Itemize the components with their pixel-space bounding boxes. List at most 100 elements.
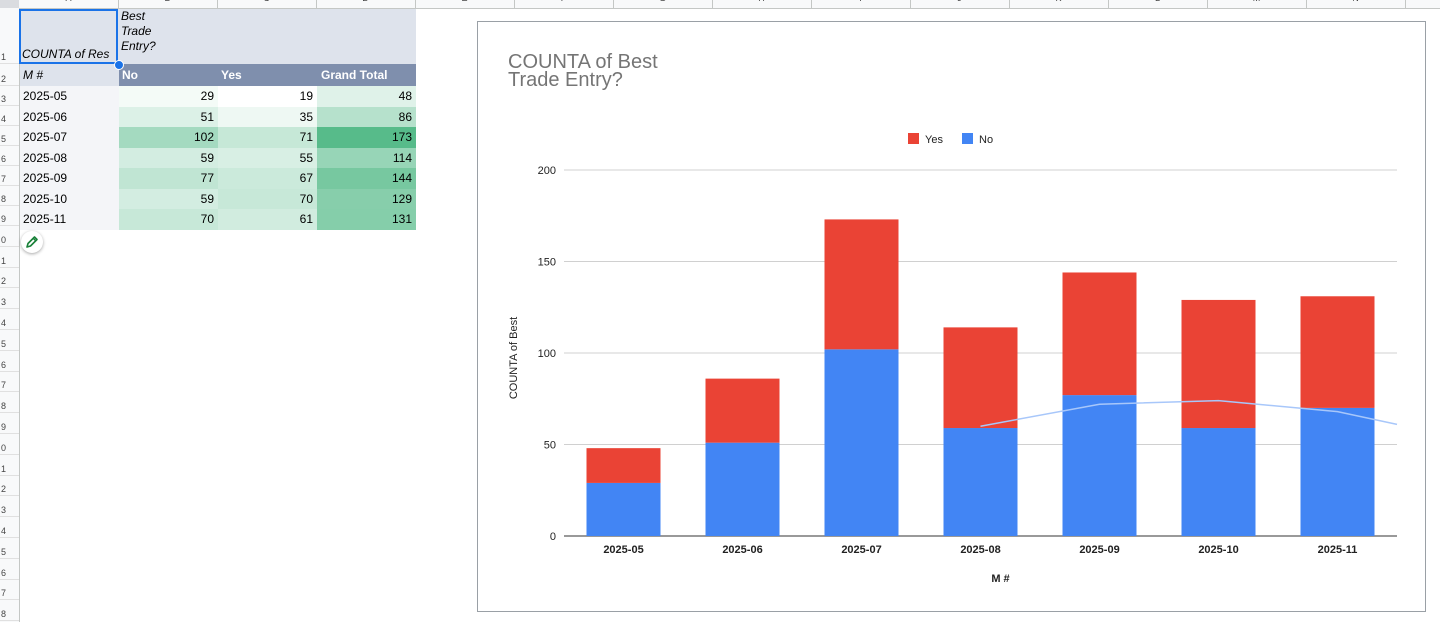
row-header[interactable]: 7 <box>0 580 19 601</box>
row-header[interactable]: 1 <box>0 8 19 64</box>
column-header-c[interactable]: C <box>217 0 317 8</box>
row-header[interactable]: 4 <box>0 517 19 538</box>
row-header[interactable]: 1 <box>0 455 19 476</box>
row-header[interactable]: 3 <box>0 496 19 518</box>
column-header-j[interactable]: J <box>910 0 1010 8</box>
column-header-e[interactable]: E <box>415 0 515 8</box>
stacked-bar-chart[interactable]: COUNTA of Best Trade Entry? 0 50 100 150 200… <box>477 21 1426 612</box>
pivot-value-cell[interactable]: 114 <box>317 147 416 168</box>
row-header[interactable]: 3 <box>0 86 19 106</box>
x-tick-label: 2025-08 <box>960 544 1000 556</box>
column-header-d[interactable]: D <box>316 0 416 8</box>
pivot-value-label[interactable]: COUNTA of Res <box>22 47 110 61</box>
row-header-label: 8 <box>1 609 7 620</box>
column-header-f[interactable]: F <box>514 0 614 8</box>
column-header-g[interactable]: G <box>613 0 713 8</box>
pivot-row-label[interactable]: 2025-09 <box>20 168 119 189</box>
fill-handle[interactable] <box>114 60 124 70</box>
bar-yes <box>943 327 1018 429</box>
pivot-header-area[interactable] <box>20 9 416 64</box>
select-all-corner[interactable] <box>0 0 19 8</box>
row-header[interactable]: 8 <box>0 600 19 622</box>
pivot-value-cell[interactable]: 29 <box>119 86 218 107</box>
row-header[interactable]: 0 <box>0 226 19 247</box>
row-header[interactable]: 5 <box>0 538 19 559</box>
column-header-n[interactable]: N <box>1306 0 1406 8</box>
row-header[interactable]: 3 <box>0 288 19 310</box>
pivot-column-header[interactable]: No <box>122 68 138 82</box>
column-header-a[interactable]: A <box>19 0 119 8</box>
row-header-label: 8 <box>1 194 7 204</box>
row-header[interactable]: 4 <box>0 309 19 330</box>
pivot-row-label[interactable]: 2025-05 <box>20 86 119 107</box>
x-tick-label: 2025-06 <box>722 544 762 556</box>
pivot-row-label[interactable]: 2025-11 <box>20 209 119 230</box>
column-header-h[interactable]: H <box>712 0 812 8</box>
pivot-value-cell[interactable]: 55 <box>218 147 317 168</box>
pivot-column-group-label[interactable]: Best Trade Entry? <box>121 9 156 53</box>
pivot-value-cell[interactable]: 70 <box>119 209 218 230</box>
pivot-value-cell[interactable]: 70 <box>218 188 317 209</box>
pivot-value-cell[interactable]: 129 <box>317 188 416 209</box>
pivot-value-cell[interactable]: 144 <box>317 168 416 189</box>
pivot-value-cell[interactable]: 86 <box>317 106 416 127</box>
pivot-row-label[interactable]: 2025-06 <box>20 106 119 127</box>
pivot-value-cell[interactable]: 19 <box>218 86 317 107</box>
row-header[interactable]: 8 <box>0 392 19 414</box>
column-header-bar: A B C D E F G H I J K L M N <box>0 0 1440 9</box>
row-header[interactable]: 6 <box>0 351 19 372</box>
pivot-value-cell[interactable]: 71 <box>218 127 317 148</box>
row-header[interactable]: 2 <box>0 64 19 86</box>
column-header-label: I <box>859 0 862 3</box>
pivot-row-field-label[interactable]: M # <box>20 64 119 86</box>
row-header-label: 2 <box>1 484 7 495</box>
legend-label: Yes <box>925 134 943 146</box>
row-header[interactable]: 7 <box>0 372 19 393</box>
column-header-l[interactable]: L <box>1108 0 1208 8</box>
pivot-row-label[interactable]: 2025-07 <box>20 127 119 148</box>
row-header[interactable]: 9 <box>0 413 19 434</box>
row-header-label: 5 <box>1 546 7 557</box>
row-header[interactable]: 5 <box>0 330 19 351</box>
chart-plot: 0 50 100 150 200 2025-05 2025-06 2025-07 2025-08… <box>508 133 1398 585</box>
pivot-column-header[interactable]: Yes <box>221 68 242 82</box>
row-header[interactable]: 2 <box>0 268 19 289</box>
row-header-label: 5 <box>1 134 7 144</box>
pivot-row-label[interactable]: 2025-08 <box>20 147 119 168</box>
row-header[interactable]: 4 <box>0 106 19 126</box>
pivot-value-cell[interactable]: 173 <box>317 127 416 148</box>
column-header-b[interactable]: B <box>118 0 218 8</box>
pivot-edit-button[interactable] <box>21 231 43 253</box>
row-header[interactable]: 7 <box>0 166 19 186</box>
row-header-label: 2 <box>1 74 7 84</box>
row-header-label: 4 <box>1 525 7 536</box>
row-header-label: 0 <box>1 442 7 453</box>
pivot-value-cell[interactable]: 102 <box>119 127 218 148</box>
row-header-label: 9 <box>1 421 7 432</box>
column-header-k[interactable]: K <box>1009 0 1109 8</box>
row-header[interactable]: 9 <box>0 206 19 226</box>
column-header-i[interactable]: I <box>811 0 911 8</box>
pencil-icon <box>26 236 38 248</box>
row-header[interactable]: 5 <box>0 126 19 146</box>
row-header[interactable]: 0 <box>0 434 19 455</box>
pivot-value-cell[interactable]: 67 <box>218 168 317 189</box>
column-header-m[interactable]: M <box>1207 0 1307 8</box>
pivot-value-cell[interactable]: 59 <box>119 188 218 209</box>
pivot-value-cell[interactable]: 59 <box>119 147 218 168</box>
row-header[interactable]: 8 <box>0 186 19 206</box>
pivot-value-cell[interactable]: 131 <box>317 209 416 230</box>
row-header[interactable]: 2 <box>0 476 19 497</box>
column-header-label: H <box>758 0 765 3</box>
pivot-row-label[interactable]: 2025-10 <box>20 188 119 209</box>
row-header[interactable]: 6 <box>0 146 19 166</box>
row-header[interactable]: 6 <box>0 559 19 580</box>
pivot-value-cell[interactable]: 61 <box>218 209 317 230</box>
pivot-value-cell[interactable]: 35 <box>218 106 317 127</box>
pivot-value-cell[interactable]: 77 <box>119 168 218 189</box>
pivot-value-cell[interactable]: 48 <box>317 86 416 107</box>
legend-swatch-yes <box>908 133 919 144</box>
row-header[interactable]: 1 <box>0 247 19 268</box>
pivot-column-header[interactable]: Grand Total <box>321 68 388 82</box>
pivot-value-cell[interactable]: 51 <box>119 106 218 127</box>
